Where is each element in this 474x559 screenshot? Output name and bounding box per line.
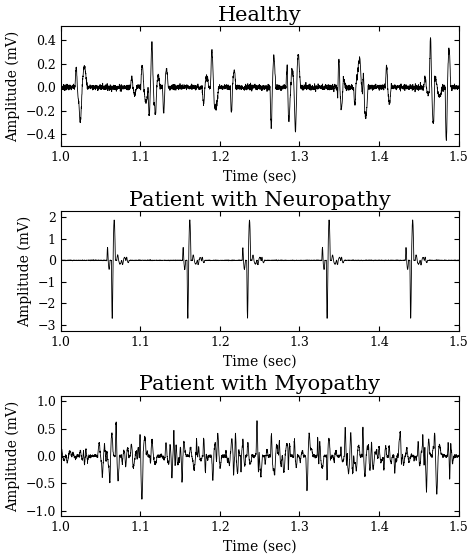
X-axis label: Time (sec): Time (sec) [223, 354, 296, 368]
X-axis label: Time (sec): Time (sec) [223, 539, 296, 553]
Title: Patient with Neuropathy: Patient with Neuropathy [129, 191, 391, 210]
Title: Healthy: Healthy [218, 6, 301, 25]
Title: Patient with Myopathy: Patient with Myopathy [139, 376, 380, 395]
Y-axis label: Amplitude (mV): Amplitude (mV) [6, 400, 20, 511]
Y-axis label: Amplitude (mV): Amplitude (mV) [6, 31, 20, 142]
X-axis label: Time (sec): Time (sec) [223, 169, 296, 183]
Y-axis label: Amplitude (mV): Amplitude (mV) [18, 215, 32, 326]
